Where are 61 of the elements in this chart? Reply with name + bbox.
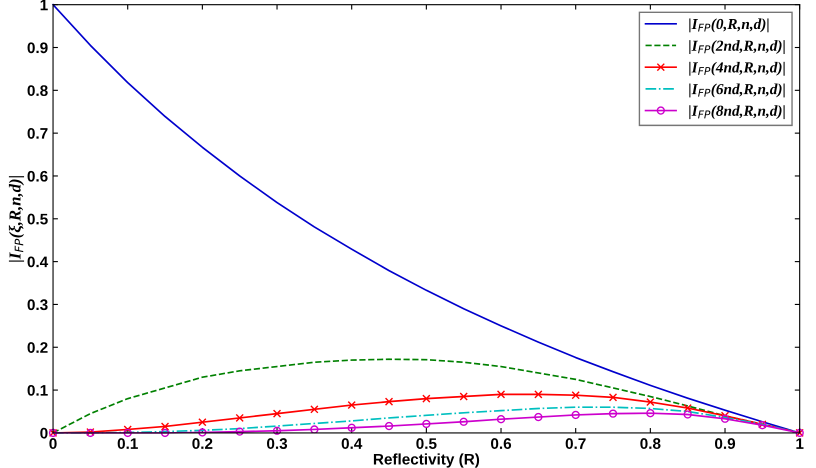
point bbox=[198, 418, 207, 426]
point bbox=[348, 400, 356, 410]
x-tick-label: 0.9 bbox=[715, 438, 736, 449]
point bbox=[310, 425, 319, 434]
point bbox=[422, 420, 431, 428]
point bbox=[384, 397, 394, 406]
y-tick-label: 0.5 bbox=[28, 214, 48, 224]
point bbox=[422, 394, 431, 403]
point bbox=[348, 424, 356, 432]
legend-label: |I$_{FP}$(2nd,R,n,d)| bbox=[689, 40, 785, 54]
point bbox=[124, 428, 132, 438]
point bbox=[572, 391, 580, 400]
legend-label: |I$_{FP}$(0,R,n,d)| bbox=[689, 18, 768, 32]
y-tick-label: 0.4 bbox=[28, 256, 48, 268]
y-tick-label: 0.6 bbox=[28, 170, 48, 182]
point bbox=[684, 410, 692, 419]
point bbox=[272, 426, 282, 435]
point bbox=[236, 427, 244, 436]
point bbox=[720, 414, 730, 423]
x-tick-label: 0.3 bbox=[267, 438, 288, 450]
point bbox=[160, 428, 170, 438]
legend-label: |I$_{FP}$(8nd,R,n,d)| bbox=[689, 105, 785, 120]
legend-label: |I$_{FP}$(6nd,R,n,d)| bbox=[689, 84, 785, 98]
y-tick-label: 0.8 bbox=[28, 85, 48, 96]
point bbox=[272, 409, 282, 418]
y-tick-label: 1 bbox=[40, 0, 48, 10]
point bbox=[496, 415, 506, 424]
x-tick-label: 0.8 bbox=[640, 438, 661, 449]
point bbox=[384, 422, 394, 430]
x-tick-label: 0 bbox=[49, 438, 57, 449]
x-tick-label: 0.6 bbox=[491, 438, 512, 449]
point bbox=[572, 410, 580, 420]
y-tick-label: 0.1 bbox=[28, 384, 48, 396]
legend-label: |I$_{FP}$(4nd,R,n,d)| bbox=[689, 62, 785, 76]
x-tick-label: 0.2 bbox=[192, 438, 212, 449]
x-tick-label: 0.1 bbox=[118, 438, 138, 449]
point bbox=[608, 393, 618, 402]
point bbox=[198, 428, 207, 437]
point bbox=[646, 409, 655, 418]
point bbox=[460, 392, 468, 401]
y-tick-label: 0.9 bbox=[28, 42, 48, 54]
x-tick-label: 0.5 bbox=[416, 438, 437, 449]
point bbox=[496, 390, 506, 399]
point bbox=[236, 414, 244, 422]
point bbox=[646, 398, 655, 406]
y-tick-label: 0 bbox=[40, 428, 48, 439]
y-axis-title: |I$_{FP}$(ξ,R,n,d)| bbox=[8, 176, 24, 262]
y-tick-label: 0.2 bbox=[28, 342, 48, 353]
point bbox=[684, 404, 692, 412]
x-axis-title: Reflectivity (R) bbox=[374, 453, 480, 468]
point bbox=[310, 405, 319, 414]
x-tick-label: 0.7 bbox=[566, 438, 586, 449]
x-tick-label: 0.4 bbox=[342, 438, 362, 449]
point bbox=[534, 390, 543, 399]
point bbox=[608, 409, 618, 418]
y-tick-label: 0.7 bbox=[28, 128, 48, 139]
point bbox=[460, 418, 468, 426]
x-tick-label: 1 bbox=[796, 438, 804, 449]
point bbox=[160, 422, 170, 431]
point bbox=[534, 412, 543, 422]
y-tick-label: 0.3 bbox=[28, 299, 48, 310]
